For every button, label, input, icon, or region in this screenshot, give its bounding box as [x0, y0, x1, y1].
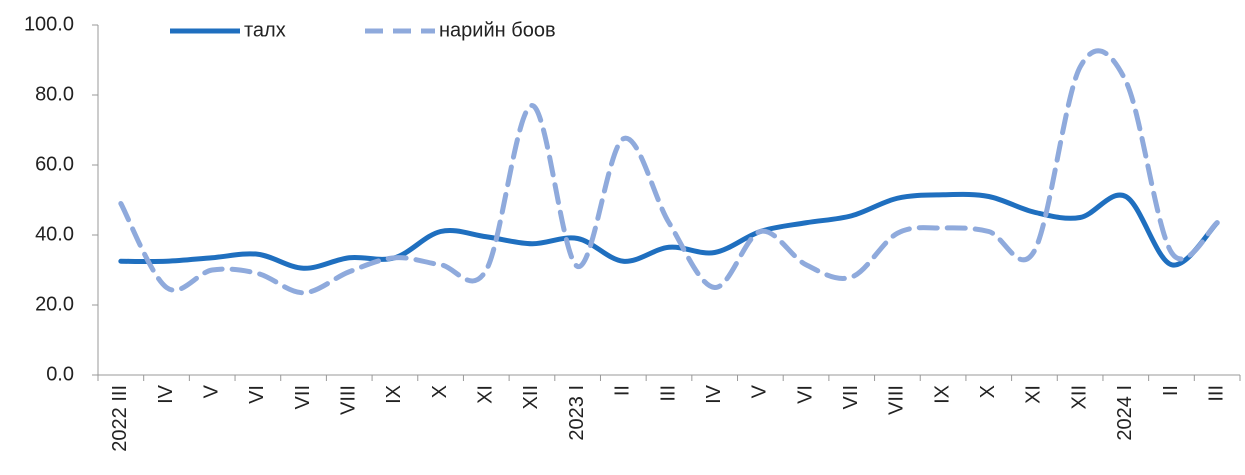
y-tick-label: 100.0 [24, 13, 74, 35]
x-tick-label: IX [931, 385, 953, 404]
x-tick-label: 2023 I [566, 385, 588, 441]
y-tick-label: 60.0 [35, 153, 74, 175]
legend-label: талх [244, 19, 286, 41]
x-tick-label: VIII [338, 385, 360, 415]
x-tick-label: VII [292, 385, 314, 409]
legend-label: нарийн боов [439, 19, 556, 41]
x-tick-label: V [749, 384, 771, 398]
series-line [118, 191, 1220, 271]
x-tick-label: 2024 I [1114, 385, 1136, 441]
x-tick-label: II [1160, 385, 1182, 396]
x-tick-label: XII [1068, 385, 1090, 409]
x-tick-label: VI [246, 385, 268, 404]
x-tick-label: XII [520, 385, 542, 409]
x-tick-label: VII [840, 385, 862, 409]
x-tick-label: VIII [886, 385, 908, 415]
x-tick-label: III [657, 385, 679, 402]
x-tick-label: VI [794, 385, 816, 404]
y-tick-label: 0.0 [46, 363, 74, 385]
series-line [118, 48, 1220, 296]
x-tick-label: 2022 III [109, 385, 131, 452]
x-tick-label: XI [475, 385, 497, 404]
x-tick-label: X [977, 385, 999, 398]
x-tick-label: III [1205, 385, 1227, 402]
x-tick-label: XI [1023, 385, 1045, 404]
x-tick-label: X [429, 385, 451, 398]
y-tick-label: 20.0 [35, 293, 74, 315]
x-tick-label: IX [383, 385, 405, 404]
x-tick-label: II [612, 385, 634, 396]
y-tick-label: 80.0 [35, 83, 74, 105]
x-tick-label: V [200, 384, 222, 398]
x-tick-label: IV [155, 384, 177, 404]
x-tick-label: IV [703, 384, 725, 404]
y-tick-label: 40.0 [35, 223, 74, 245]
